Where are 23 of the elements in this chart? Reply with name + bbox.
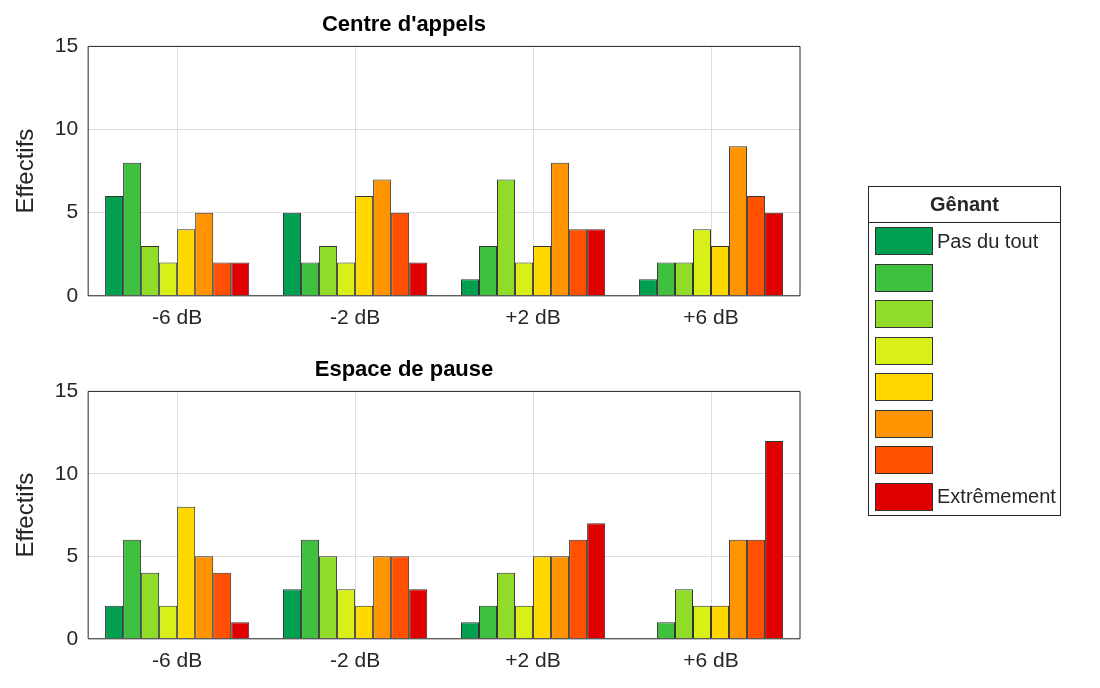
y-tick-label: 15 xyxy=(54,378,79,402)
y-tick-label: 10 xyxy=(54,460,79,484)
chart-title: Espace de pause xyxy=(314,356,494,382)
x-tick-label: -2 dB xyxy=(330,648,381,672)
y-tick-label: 10 xyxy=(54,116,79,140)
legend-label: Extrêmement xyxy=(937,485,1056,509)
legend-title: Gênant xyxy=(869,187,1060,223)
y-tick-label: 15 xyxy=(54,33,79,57)
x-tick-label: +6 dB xyxy=(683,305,739,329)
chart-title: Centre d'appels xyxy=(321,11,487,37)
legend-label: Pas du tout xyxy=(937,229,1039,253)
y-tick-label: 0 xyxy=(66,282,79,306)
y-axis-title: Effectifs xyxy=(11,128,39,214)
x-tick-label: +2 dB xyxy=(505,305,561,329)
x-tick-label: +6 dB xyxy=(683,648,739,672)
y-tick-label: 5 xyxy=(66,199,79,223)
x-tick-label: -2 dB xyxy=(330,305,381,329)
y-tick-label: 5 xyxy=(66,543,79,567)
y-tick-label: 0 xyxy=(66,625,79,649)
x-tick-label: -6 dB xyxy=(152,648,203,672)
x-tick-label: +2 dB xyxy=(505,648,561,672)
x-tick-label: -6 dB xyxy=(152,305,203,329)
y-axis-title: Effectifs xyxy=(11,472,39,558)
